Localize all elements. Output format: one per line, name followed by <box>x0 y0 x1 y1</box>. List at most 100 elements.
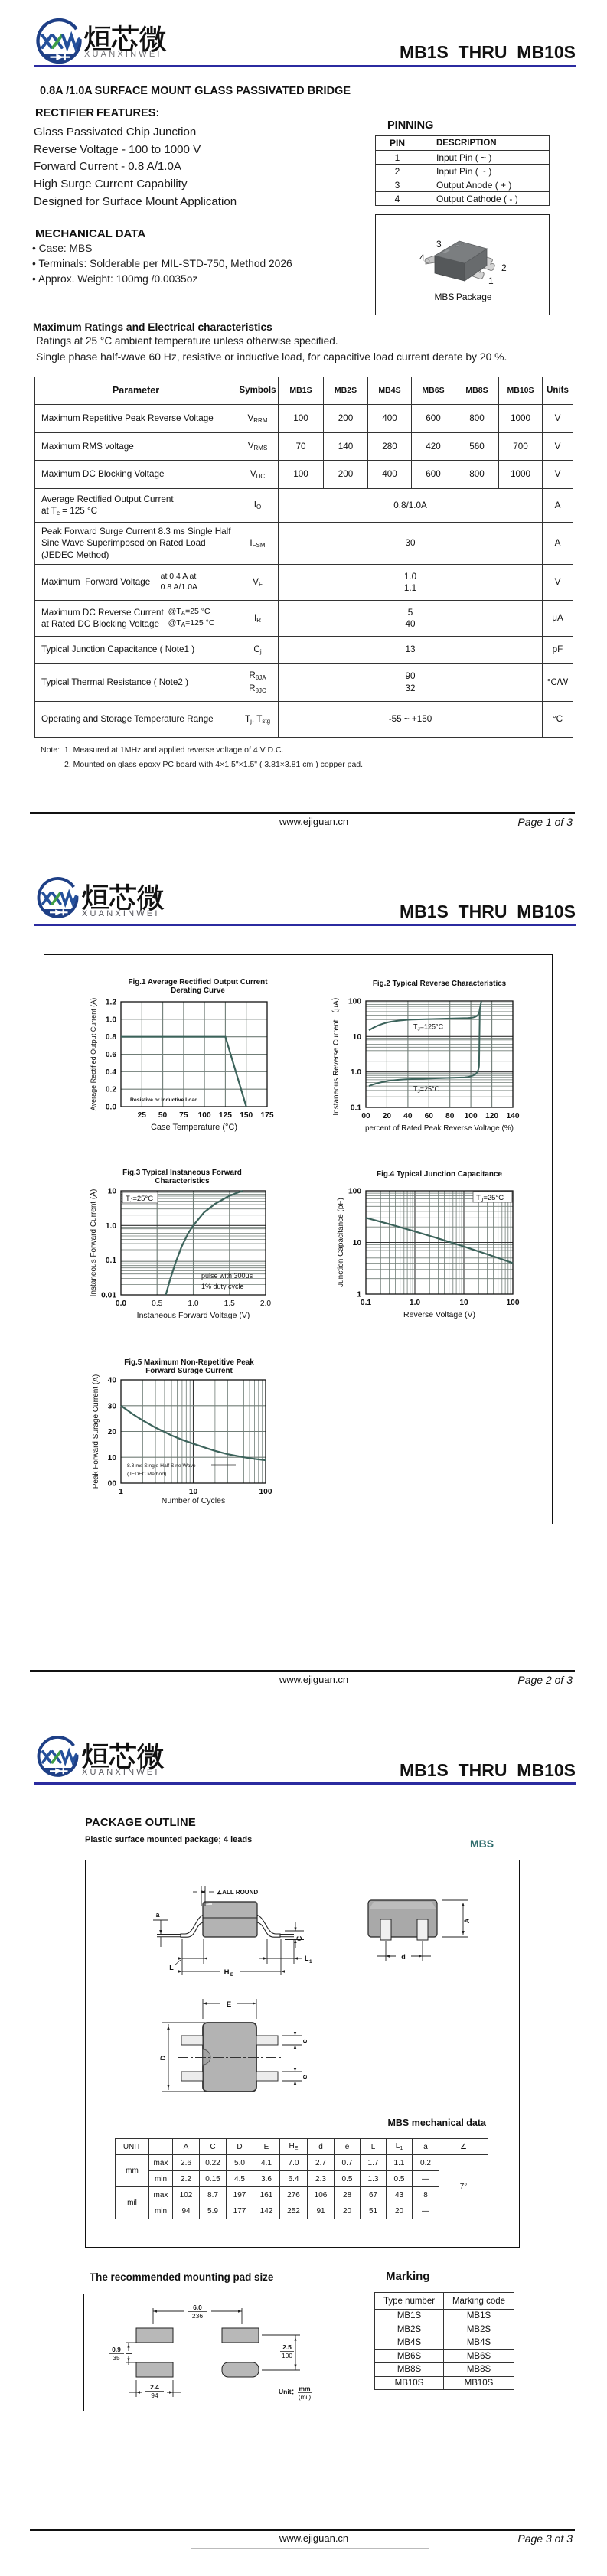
svg-text:20: 20 <box>108 1428 117 1436</box>
svg-text:1.0: 1.0 <box>106 1016 116 1024</box>
svg-text:Instaneous Forward Current (A): Instaneous Forward Current (A) <box>90 1189 98 1297</box>
svg-text:10: 10 <box>108 1454 117 1462</box>
svg-text:0.01: 0.01 <box>101 1292 116 1300</box>
svg-text:L: L <box>169 1964 174 1971</box>
svg-text:10: 10 <box>353 1239 362 1247</box>
svg-text:Unit：: Unit： <box>279 2388 298 2395</box>
svg-text:150: 150 <box>240 1111 253 1120</box>
svg-text:L: L <box>305 1955 309 1962</box>
svg-text:1.2: 1.2 <box>106 999 116 1007</box>
svg-text:Fig.1 Average Rectified Outpu: Fig.1 Average Rectified Output Current <box>129 978 269 986</box>
svg-text:Forward Surage Current: Forward Surage Current <box>145 1367 233 1375</box>
svg-text:50: 50 <box>158 1111 168 1120</box>
svg-text:236: 236 <box>192 2312 203 2320</box>
svg-text:C: C <box>295 1935 303 1941</box>
svg-text:140: 140 <box>507 1112 520 1120</box>
svg-text:1% duty cycle: 1% duty cycle <box>201 1283 244 1290</box>
svg-text:1: 1 <box>309 1959 312 1965</box>
svg-text:20: 20 <box>383 1112 392 1120</box>
svg-text:10: 10 <box>459 1299 468 1307</box>
svg-text:A: A <box>463 1918 471 1923</box>
svg-text:mm: mm <box>299 2385 311 2392</box>
svg-text:80: 80 <box>445 1112 455 1120</box>
svg-text:2.4: 2.4 <box>150 2383 159 2391</box>
svg-text:e: e <box>301 2039 308 2043</box>
svg-text:25: 25 <box>138 1111 147 1120</box>
svg-text:10: 10 <box>353 1033 362 1042</box>
svg-text:1.5: 1.5 <box>224 1299 235 1308</box>
svg-text:TJ=25°C: TJ=25°C <box>126 1195 153 1204</box>
svg-text:125: 125 <box>219 1111 232 1120</box>
svg-text:Average Rectified Output Curre: Average Rectified Output Current (A) <box>90 998 97 1110</box>
svg-text:100: 100 <box>507 1299 520 1307</box>
svg-text:1.0: 1.0 <box>351 1068 361 1077</box>
svg-text:D: D <box>159 2055 168 2060</box>
svg-text:e: e <box>301 2075 308 2079</box>
svg-text:0.1: 0.1 <box>361 1299 371 1307</box>
svg-text:0.0: 0.0 <box>116 1299 126 1308</box>
svg-text:35: 35 <box>113 2354 120 2362</box>
svg-text:TJ=25°C: TJ=25°C <box>413 1085 440 1094</box>
svg-text:a: a <box>155 1911 160 1919</box>
svg-text:Case Temperature (°C): Case Temperature (°C) <box>151 1123 237 1132</box>
svg-text:00: 00 <box>361 1112 370 1120</box>
svg-text:100: 100 <box>259 1488 272 1496</box>
svg-text:6.0: 6.0 <box>193 2304 202 2311</box>
svg-text:10: 10 <box>189 1488 198 1496</box>
svg-text:Fig.3 Typical Instaneous Forw: Fig.3 Typical Instaneous Forward <box>122 1169 242 1177</box>
svg-text:d: d <box>401 1953 406 1961</box>
svg-text:(JEDEC Method): (JEDEC Method) <box>127 1472 166 1477</box>
svg-text:1.0: 1.0 <box>188 1299 198 1308</box>
svg-text:1: 1 <box>357 1291 361 1299</box>
svg-text:00: 00 <box>108 1480 117 1489</box>
svg-text:percent of Rated Peak Reverse: percent of Rated Peak Reverse Voltage (%… <box>365 1124 514 1133</box>
svg-text:100: 100 <box>282 2352 292 2359</box>
svg-text:2.5: 2.5 <box>282 2343 292 2351</box>
svg-text:40: 40 <box>403 1112 413 1120</box>
svg-text:E: E <box>230 1972 234 1978</box>
svg-text:Instaneous Forward Voltage (V): Instaneous Forward Voltage (V) <box>137 1311 250 1320</box>
svg-text:1: 1 <box>119 1488 123 1496</box>
svg-text:E: E <box>227 2000 231 2009</box>
svg-text:Fig.5 Maximum Non-Repetitive: Fig.5 Maximum Non-Repetitive Peak <box>124 1358 254 1367</box>
svg-text:TJ=25°C: TJ=25°C <box>476 1194 504 1203</box>
svg-text:0.2: 0.2 <box>106 1086 116 1094</box>
svg-text:100: 100 <box>348 1188 361 1196</box>
svg-text:TJ=125°C: TJ=125°C <box>413 1022 444 1032</box>
svg-text:Fig.4 Typical Junction Capaci: Fig.4 Typical Junction Capacitance <box>377 1170 502 1179</box>
svg-text:Fig.2 Typical Reverse Charact: Fig.2 Typical Reverse Characteristics <box>373 980 507 988</box>
svg-text:100: 100 <box>465 1112 478 1120</box>
svg-text:2.0: 2.0 <box>260 1299 271 1308</box>
svg-text:8.3 ms Single Half Sine Wave: 8.3 ms Single Half Sine Wave <box>127 1463 196 1469</box>
svg-text:100: 100 <box>348 998 361 1006</box>
svg-text:0.9: 0.9 <box>112 2346 121 2353</box>
svg-text:75: 75 <box>179 1111 188 1120</box>
svg-text:94: 94 <box>151 2392 158 2399</box>
svg-text:Reverse Voltage (V): Reverse Voltage (V) <box>403 1310 475 1319</box>
svg-text:60: 60 <box>425 1112 434 1120</box>
svg-text:0.5: 0.5 <box>152 1299 162 1308</box>
svg-text:0.0: 0.0 <box>106 1104 116 1112</box>
svg-text:H: H <box>224 1968 230 1977</box>
svg-text:Number of Cycles: Number of Cycles <box>162 1496 225 1505</box>
svg-text:10: 10 <box>108 1188 117 1196</box>
svg-text:Junction Capacitance (pF): Junction Capacitance (pF) <box>337 1198 345 1287</box>
svg-text:∠ALL ROUND: ∠ALL ROUND <box>217 1889 258 1896</box>
svg-text:30: 30 <box>108 1402 117 1410</box>
svg-text:Resistive or Inductive Load: Resistive or Inductive Load <box>130 1097 197 1103</box>
svg-text:0.8: 0.8 <box>106 1033 116 1042</box>
svg-text:0.6: 0.6 <box>106 1051 116 1059</box>
svg-text:(mil): (mil) <box>299 2393 312 2401</box>
svg-text:1.0: 1.0 <box>410 1299 420 1307</box>
svg-text:pulse with 300μs: pulse with 300μs <box>201 1272 253 1280</box>
svg-text:Derating Curve: Derating Curve <box>171 986 225 995</box>
svg-text:40: 40 <box>108 1377 117 1385</box>
svg-text:Instaneous Reverse Current （μA: Instaneous Reverse Current （μA） <box>331 993 341 1115</box>
svg-text:Characteristics: Characteristics <box>155 1177 210 1185</box>
svg-text:175: 175 <box>261 1111 274 1120</box>
svg-text:120: 120 <box>485 1112 498 1120</box>
svg-text:1.0: 1.0 <box>106 1222 116 1231</box>
svg-text:0.4: 0.4 <box>106 1068 116 1077</box>
svg-text:Peak Forward Surage Current (A: Peak Forward Surage Current (A) <box>92 1374 100 1489</box>
svg-text:0.1: 0.1 <box>106 1257 116 1265</box>
